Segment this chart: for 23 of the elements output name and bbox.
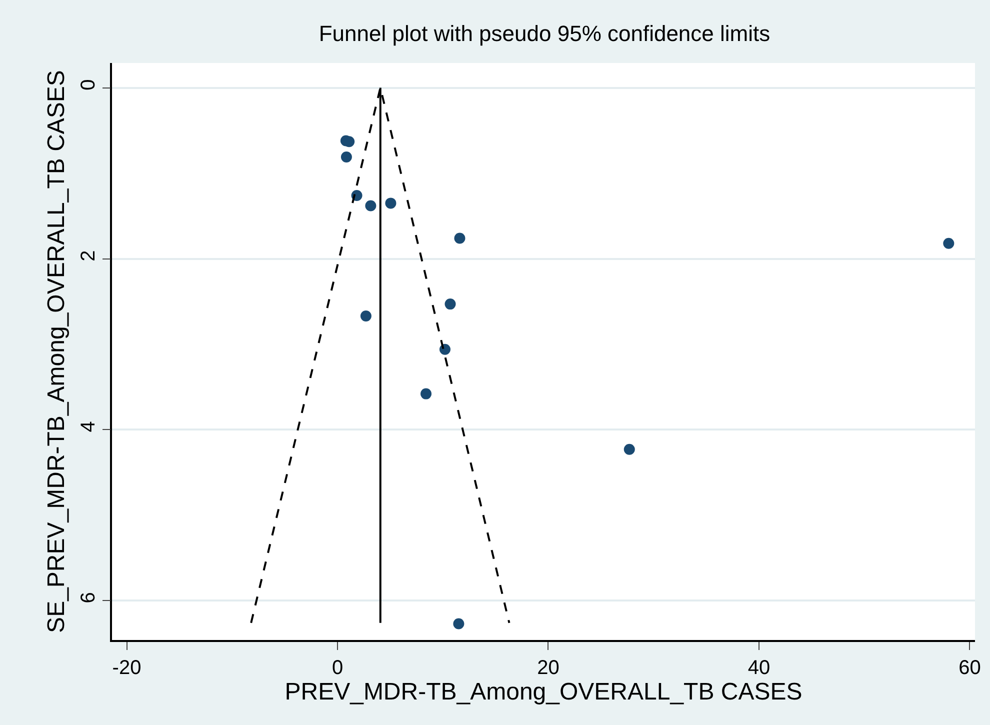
- point: [444, 298, 456, 310]
- point: [453, 618, 464, 630]
- point: [365, 200, 376, 212]
- point: [439, 344, 450, 355]
- x-tick-label: -20: [112, 656, 142, 679]
- x-tick-label: 20: [537, 656, 560, 679]
- point: [340, 152, 352, 163]
- point: [943, 238, 954, 249]
- point: [385, 198, 396, 209]
- x-axis-title: PREV_MDR-TB_Among_OVERALL_TB CASES: [284, 678, 802, 706]
- y-tick-label: 4: [77, 421, 100, 432]
- point: [420, 388, 432, 400]
- y-tick-label: 2: [77, 250, 100, 262]
- y-axis-title: SE_PREV_MDR-TB_Among_OVERALL_TB CASES: [42, 70, 70, 633]
- point: [454, 232, 466, 244]
- chart-title: Funnel plot with pseudo 95% confidence limits: [318, 20, 770, 46]
- x-tick-label: 40: [748, 656, 770, 679]
- point: [624, 444, 635, 455]
- x-tick-label: 60: [958, 656, 981, 679]
- x-tick-label: 0: [332, 656, 344, 679]
- y-tick-label: 6: [77, 592, 100, 604]
- point: [360, 310, 372, 322]
- y-tick-label: 0: [77, 79, 100, 90]
